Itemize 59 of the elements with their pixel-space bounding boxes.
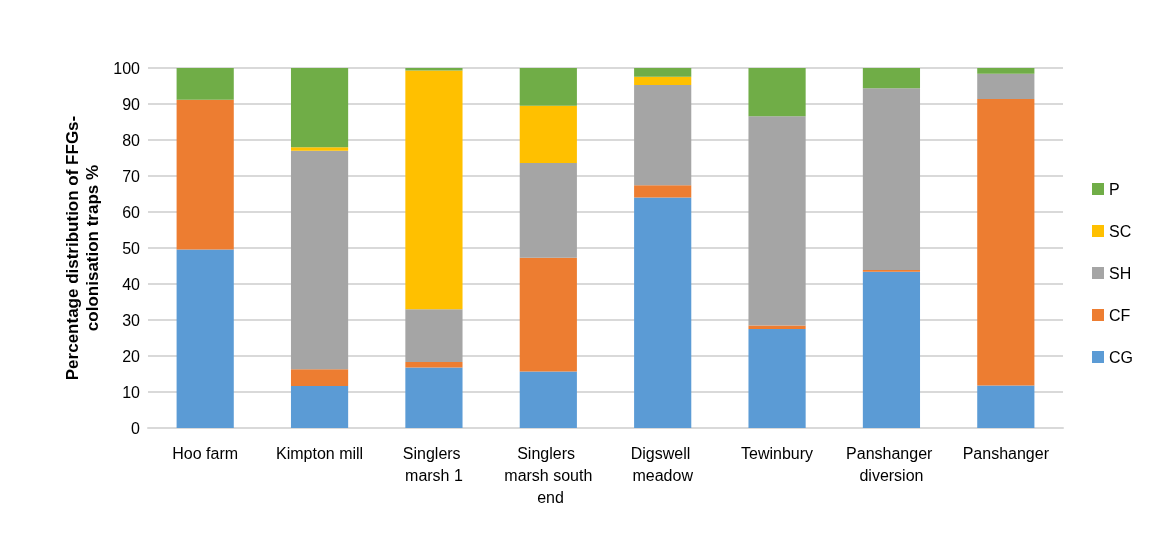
bar bbox=[977, 68, 1035, 74]
bar bbox=[862, 88, 921, 270]
y-tick-label: 100 bbox=[113, 59, 141, 77]
bar bbox=[519, 257, 577, 372]
bar bbox=[634, 76, 692, 85]
bar bbox=[405, 367, 463, 428]
y-tick-label: 40 bbox=[122, 275, 141, 293]
bar bbox=[519, 371, 577, 428]
x-tick-label: Kimpton mill bbox=[275, 444, 364, 462]
x-tick-label: Digswell meadow bbox=[630, 444, 695, 484]
bar bbox=[290, 147, 349, 151]
bar bbox=[176, 99, 234, 250]
y-axis-title: Percentage distribution of FFGs-colonisation traps % bbox=[62, 115, 102, 381]
legend-label: CG bbox=[1109, 348, 1133, 366]
bar bbox=[176, 249, 234, 428]
x-tick-label: Tewinbury bbox=[741, 444, 814, 462]
legend-label: SH bbox=[1109, 264, 1132, 282]
bar bbox=[634, 185, 692, 198]
bar bbox=[290, 385, 349, 428]
bar bbox=[748, 329, 806, 428]
x-tick-label: Hoo farm bbox=[172, 444, 239, 462]
legend-label: CF bbox=[1109, 306, 1131, 324]
x-tick-label: Panshanger bbox=[962, 444, 1050, 462]
legend-label: SC bbox=[1109, 222, 1132, 240]
bar bbox=[977, 98, 1035, 386]
bar bbox=[634, 68, 692, 77]
bar bbox=[405, 362, 463, 368]
y-tick-label: 70 bbox=[122, 167, 141, 185]
bar bbox=[290, 68, 349, 148]
y-tick-label: 10 bbox=[122, 383, 141, 401]
y-tick-label: 60 bbox=[122, 203, 141, 221]
bar bbox=[977, 385, 1035, 428]
bar bbox=[519, 68, 577, 106]
bar bbox=[405, 68, 463, 71]
bar bbox=[862, 271, 921, 428]
y-tick-label: 30 bbox=[122, 311, 141, 329]
bar bbox=[634, 197, 692, 428]
y-tick-label: 80 bbox=[122, 131, 141, 149]
bar bbox=[290, 150, 349, 370]
bar bbox=[405, 309, 463, 363]
y-tick-label: 50 bbox=[122, 239, 141, 257]
x-tick-label: Panshanger diversion bbox=[846, 444, 937, 484]
bar bbox=[977, 73, 1035, 99]
bar bbox=[748, 68, 806, 117]
legend-label: P bbox=[1109, 180, 1120, 198]
bar bbox=[290, 369, 349, 386]
bar bbox=[405, 70, 463, 310]
y-tick-label: 20 bbox=[122, 347, 141, 365]
y-tick-label: 0 bbox=[131, 419, 141, 437]
y-tick-label: 90 bbox=[122, 95, 141, 113]
bar bbox=[519, 105, 577, 164]
bar bbox=[748, 116, 806, 326]
bar bbox=[748, 325, 806, 329]
x-tick-label: Singlers marsh south end bbox=[504, 444, 593, 506]
x-tick-label: Singlers marsh 1 bbox=[402, 444, 466, 484]
bar bbox=[519, 163, 577, 258]
bar bbox=[176, 68, 234, 100]
bar bbox=[634, 84, 692, 186]
bar bbox=[862, 68, 921, 89]
